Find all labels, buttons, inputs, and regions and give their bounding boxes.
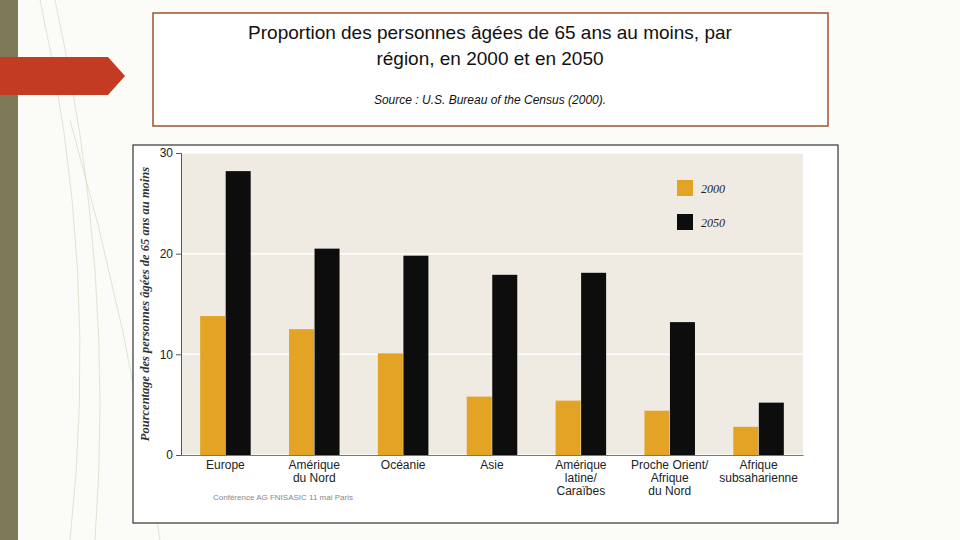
legend-label: 2000 <box>701 182 725 196</box>
slide: Proportion des personnes âgées de 65 ans… <box>0 0 960 540</box>
grid-line <box>181 354 803 356</box>
x-tick-label: Afriquesubsaharienne <box>719 458 798 485</box>
y-tick-mark <box>176 254 181 255</box>
bar <box>467 397 492 455</box>
legend-swatch <box>677 214 693 230</box>
x-axis: Europe Amériquedu Nord Océanie Asie Amérique… <box>182 456 804 499</box>
grid <box>181 153 803 455</box>
y-axis: 0 10 20 30 <box>160 146 182 462</box>
x-tick-label: Europe <box>206 458 245 472</box>
x-tick-label: Océanie <box>381 458 426 472</box>
x-tick: Amériquedu Nord <box>289 458 341 485</box>
legend-swatch <box>677 180 693 196</box>
y-axis-title: Pourcentage des personnes âgées de 65 an… <box>138 167 152 441</box>
bar <box>378 353 403 455</box>
y-tick: 0 <box>166 448 181 462</box>
chart-svg: Proportion des personnes âgées de 65 ans… <box>0 0 960 540</box>
bar <box>733 427 758 455</box>
y-axis-line <box>176 154 182 456</box>
chart-title: Proportion des personnes âgées de 65 ans… <box>248 22 732 69</box>
bar <box>581 273 606 455</box>
y-tick-mark <box>176 354 181 355</box>
bar <box>226 171 251 455</box>
x-tick: Afriquesubsaharienne <box>719 458 798 485</box>
bar <box>759 403 784 455</box>
bar <box>556 401 581 455</box>
x-tick: Proche Orient/Afriquedu Nord <box>631 458 709 498</box>
legend: 2000 2050 <box>677 180 725 230</box>
grid-line <box>181 152 803 154</box>
y-tick: 30 <box>160 146 181 160</box>
x-tick: Amériquelatine/Caraïbes <box>555 458 607 498</box>
title-box <box>153 13 828 126</box>
x-tick-label: Amériquedu Nord <box>289 458 341 485</box>
y-tick: 10 <box>160 348 181 362</box>
y-tick-mark <box>176 455 181 456</box>
bar <box>200 316 225 455</box>
x-tick-label: Amériquelatine/Caraïbes <box>555 458 607 498</box>
bar <box>492 275 517 455</box>
y-tick: 20 <box>160 247 181 261</box>
chart-frame <box>133 145 838 523</box>
bar <box>670 322 695 455</box>
x-tick-label: Proche Orient/Afriquedu Nord <box>631 458 709 498</box>
y-tick-label: 10 <box>160 348 174 362</box>
bar <box>289 329 314 455</box>
y-tick-label: 30 <box>160 146 174 160</box>
chart-subtitle: Source : U.S. Bureau of the Census (2000… <box>374 93 606 107</box>
x-tick: Asie <box>480 458 504 472</box>
x-tick: Europe <box>206 458 245 472</box>
footer-annotation: Conférence AG FNISASIC 11 mai Paris <box>213 493 353 502</box>
slide-background <box>0 0 960 540</box>
decor-arrow <box>0 57 125 95</box>
x-axis-line <box>182 455 804 456</box>
bar <box>315 249 340 455</box>
x-tick: Océanie <box>381 458 426 472</box>
grid-line <box>181 253 803 255</box>
plot-background <box>181 153 803 455</box>
y-tick-label: 20 <box>160 247 174 261</box>
y-tick-mark <box>176 153 181 154</box>
x-tick-label: Asie <box>480 458 504 472</box>
y-tick-label: 0 <box>166 448 173 462</box>
bars <box>200 171 784 455</box>
grid-line <box>181 454 803 456</box>
bar <box>644 411 669 455</box>
legend-label: 2050 <box>701 216 725 230</box>
bar <box>403 256 428 455</box>
